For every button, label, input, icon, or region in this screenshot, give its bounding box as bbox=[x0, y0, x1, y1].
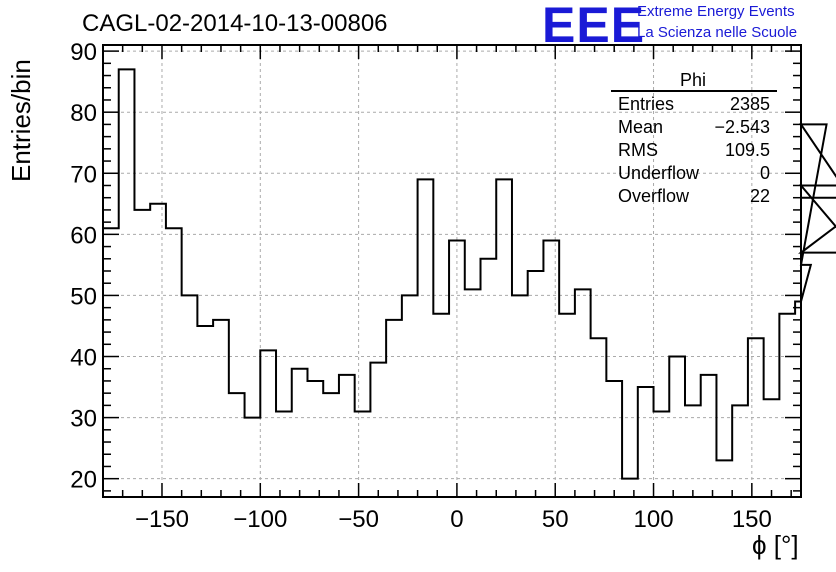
y-tick-label: 80 bbox=[70, 100, 97, 127]
plot-frame bbox=[102, 44, 802, 498]
y-tick-label: 20 bbox=[70, 467, 97, 494]
stats-key-entries: Entries bbox=[618, 94, 675, 114]
y-tick-label: 70 bbox=[70, 161, 97, 188]
stats-value-entries: 2385 bbox=[729, 94, 770, 114]
stats-value-underflow: 0 bbox=[759, 163, 770, 183]
y-tick-label: 90 bbox=[70, 39, 97, 66]
x-tick-label: 50 bbox=[542, 506, 569, 533]
stats-key-mean: Mean bbox=[618, 117, 664, 137]
stats-key-overflow: Overflow bbox=[618, 186, 690, 206]
stats-value-mean: −2.543 bbox=[714, 117, 770, 137]
stats-value-rms: 109.5 bbox=[724, 140, 770, 160]
y-axis-label: Entries/bin bbox=[6, 59, 36, 182]
y-tick-label: 50 bbox=[70, 283, 97, 310]
tick-labels: −150 −100 −50 0 50 100 150 20 30 40 50 60 70 80 90 bbox=[70, 39, 772, 533]
y-tick-label: 40 bbox=[70, 345, 97, 372]
x-tick-label: 0 bbox=[450, 506, 463, 533]
logo-line-1: Extreme Energy Events bbox=[637, 3, 795, 20]
y-tick-label: 30 bbox=[70, 406, 97, 433]
x-tick-label: −100 bbox=[233, 506, 287, 533]
stats-divider bbox=[611, 90, 777, 92]
x-tick-label: −150 bbox=[135, 506, 189, 533]
x-tick-label: −50 bbox=[338, 506, 379, 533]
x-tick-label: 150 bbox=[732, 506, 772, 533]
stats-key-underflow: Underflow bbox=[618, 163, 700, 183]
grid-lines bbox=[103, 45, 801, 497]
eee-logo: EEE bbox=[542, 0, 646, 53]
stats-value-overflow: 22 bbox=[749, 186, 770, 206]
stats-key-rms: RMS bbox=[618, 140, 658, 160]
x-axis-label: ϕ [°] bbox=[752, 530, 799, 560]
y-tick-label: 60 bbox=[70, 222, 97, 249]
axis-ticks bbox=[102, 45, 801, 497]
histogram-series bbox=[103, 68, 836, 480]
x-tick-label: 100 bbox=[634, 506, 674, 533]
chart-title: CAGL-02-2014-10-13-00806 bbox=[82, 10, 388, 37]
logo-line-2: La Scienza nelle Scuole bbox=[637, 24, 798, 41]
stats-title: Phi bbox=[680, 70, 707, 90]
